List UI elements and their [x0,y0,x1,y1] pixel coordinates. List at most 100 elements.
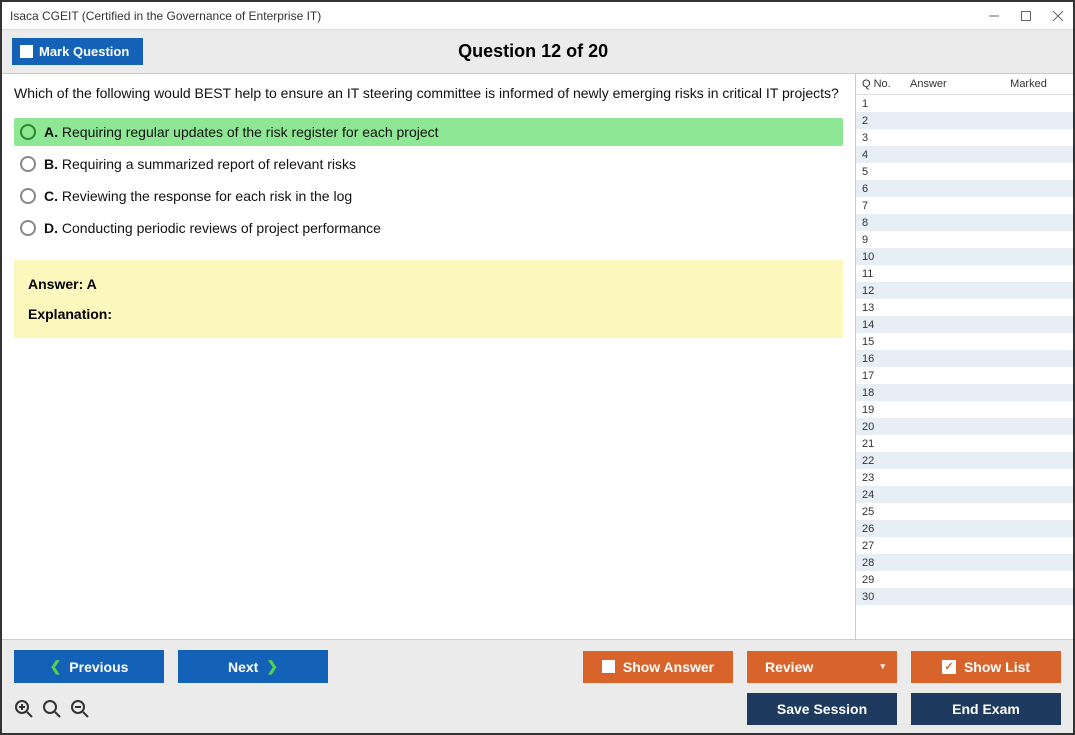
explanation-label: Explanation: [28,306,829,322]
content-area: Which of the following would BEST help t… [2,74,1073,639]
previous-button[interactable]: ❮ Previous [14,650,164,683]
col-marked: Marked [990,78,1067,90]
option-text: B. Requiring a summarized report of rele… [44,156,356,172]
question-list-row[interactable]: 5 [856,163,1073,180]
chevron-right-icon: ❯ [266,658,278,675]
row-qno: 8 [862,217,910,229]
question-list-row[interactable]: 18 [856,384,1073,401]
next-button[interactable]: Next ❯ [178,650,328,683]
check-icon: ✓ [942,660,956,674]
option-row[interactable]: D. Conducting periodic reviews of projec… [14,214,843,242]
row-qno: 16 [862,353,910,365]
maximize-icon[interactable] [1019,9,1033,23]
question-list-row[interactable]: 27 [856,537,1073,554]
checkbox-icon [602,660,615,673]
row-qno: 29 [862,574,910,586]
question-list-row[interactable]: 3 [856,129,1073,146]
show-list-label: Show List [964,659,1030,675]
answer-box: Answer: A Explanation: [14,260,843,338]
option-row[interactable]: B. Requiring a summarized report of rele… [14,150,843,178]
question-list-row[interactable]: 13 [856,299,1073,316]
question-list-row[interactable]: 28 [856,554,1073,571]
question-list-row[interactable]: 24 [856,486,1073,503]
row-qno: 3 [862,132,910,144]
question-list-panel: Q No. Answer Marked 12345678910111213141… [855,74,1073,639]
window-controls [987,9,1065,23]
row-qno: 15 [862,336,910,348]
question-list-body[interactable]: 1234567891011121314151617181920212223242… [856,95,1073,639]
row-qno: 19 [862,404,910,416]
option-row[interactable]: A. Requiring regular updates of the risk… [14,118,843,146]
question-list-row[interactable]: 14 [856,316,1073,333]
question-list-row[interactable]: 16 [856,350,1073,367]
question-list-row[interactable]: 2 [856,112,1073,129]
question-list-row[interactable]: 25 [856,503,1073,520]
footer-row-2: Save Session End Exam [14,693,1061,725]
row-qno: 17 [862,370,910,382]
question-list-row[interactable]: 26 [856,520,1073,537]
row-qno: 11 [862,268,910,280]
option-letter: B. [44,156,58,172]
end-exam-label: End Exam [952,701,1020,717]
option-row[interactable]: C. Reviewing the response for each risk … [14,182,843,210]
row-qno: 20 [862,421,910,433]
zoom-reset-icon[interactable] [14,699,34,719]
row-qno: 7 [862,200,910,212]
row-qno: 10 [862,251,910,263]
row-qno: 13 [862,302,910,314]
answer-label: Answer: A [28,276,829,292]
review-label: Review [765,659,813,675]
question-list-row[interactable]: 20 [856,418,1073,435]
question-list-row[interactable]: 15 [856,333,1073,350]
chevron-left-icon: ❮ [50,658,62,675]
row-qno: 12 [862,285,910,297]
options-list: A. Requiring regular updates of the risk… [14,118,843,242]
row-qno: 28 [862,557,910,569]
radio-icon [20,156,36,172]
question-list-row[interactable]: 6 [856,180,1073,197]
question-panel: Which of the following would BEST help t… [2,74,855,639]
question-list-row[interactable]: 10 [856,248,1073,265]
show-list-button[interactable]: ✓ Show List [911,651,1061,683]
row-qno: 9 [862,234,910,246]
radio-icon [20,124,36,140]
footer-row-1: ❮ Previous Next ❯ Show Answer Review ▾ ✓… [14,650,1061,683]
review-button[interactable]: Review ▾ [747,651,897,683]
close-icon[interactable] [1051,9,1065,23]
question-list-row[interactable]: 19 [856,401,1073,418]
chevron-down-icon: ▾ [880,661,885,672]
option-text: A. Requiring regular updates of the risk… [44,124,439,140]
question-list-row[interactable]: 1 [856,95,1073,112]
radio-icon [20,220,36,236]
row-qno: 25 [862,506,910,518]
show-answer-button[interactable]: Show Answer [583,651,733,683]
question-list-row[interactable]: 12 [856,282,1073,299]
question-counter: Question 12 of 20 [3,41,1063,62]
previous-label: Previous [69,659,128,675]
row-qno: 23 [862,472,910,484]
question-list-row[interactable]: 9 [856,231,1073,248]
question-list-row[interactable]: 17 [856,367,1073,384]
zoom-in-icon[interactable] [42,699,62,719]
question-list-row[interactable]: 30 [856,588,1073,605]
row-qno: 6 [862,183,910,195]
titlebar: Isaca CGEIT (Certified in the Governance… [2,2,1073,30]
save-session-button[interactable]: Save Session [747,693,897,725]
minimize-icon[interactable] [987,9,1001,23]
header-bar: Mark Question Question 12 of 20 [2,30,1073,74]
option-letter: D. [44,220,58,236]
question-list-row[interactable]: 4 [856,146,1073,163]
zoom-controls [14,699,90,719]
question-list-row[interactable]: 21 [856,435,1073,452]
row-qno: 26 [862,523,910,535]
question-list-row[interactable]: 29 [856,571,1073,588]
question-list-row[interactable]: 23 [856,469,1073,486]
question-list-row[interactable]: 22 [856,452,1073,469]
question-list-row[interactable]: 11 [856,265,1073,282]
zoom-out-icon[interactable] [70,699,90,719]
question-list-row[interactable]: 8 [856,214,1073,231]
app-window: Isaca CGEIT (Certified in the Governance… [0,0,1075,735]
end-exam-button[interactable]: End Exam [911,693,1061,725]
question-list-row[interactable]: 7 [856,197,1073,214]
row-qno: 27 [862,540,910,552]
